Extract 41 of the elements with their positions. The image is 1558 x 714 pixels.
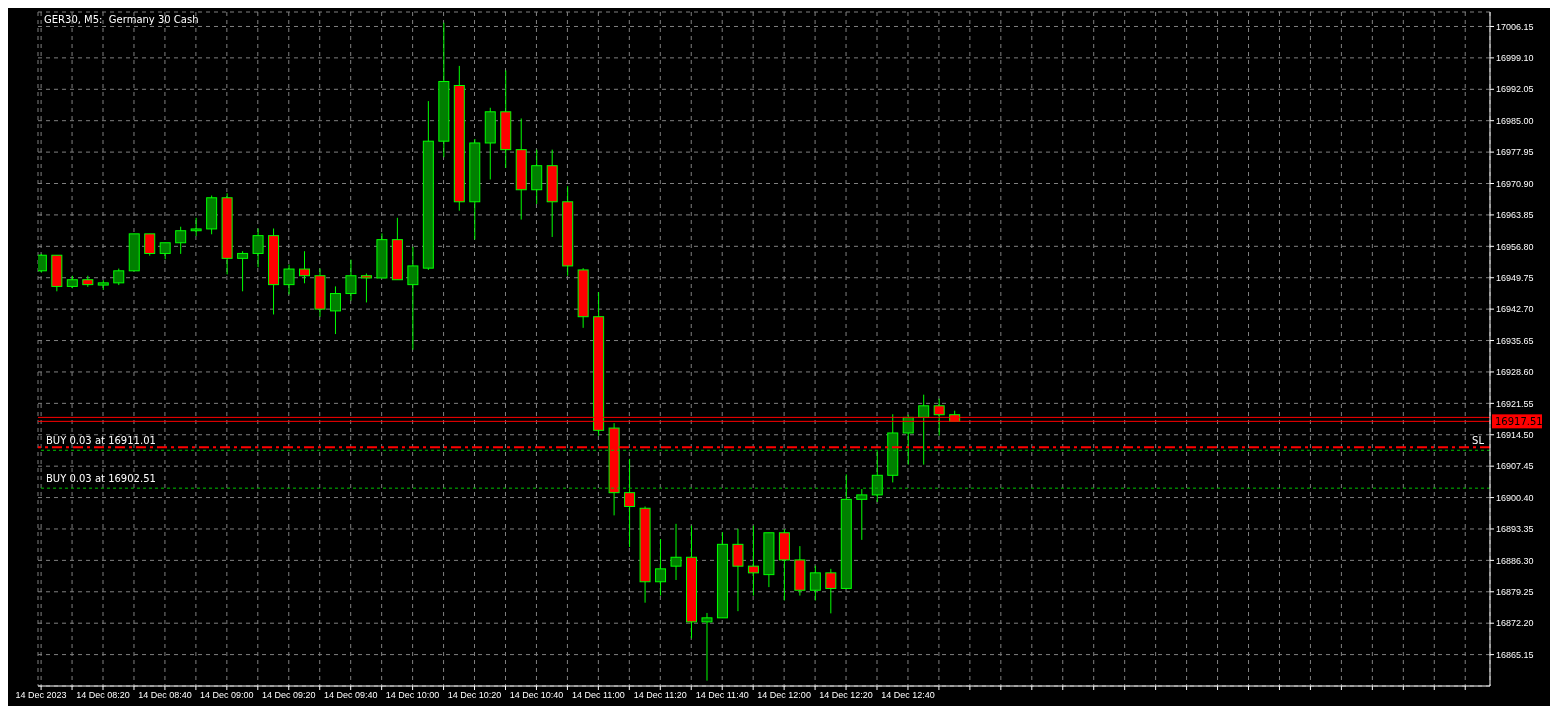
y-tick-label: 16970.90 [1496, 178, 1534, 189]
y-tick-label: 16921.55 [1496, 398, 1534, 409]
x-tick-label: 14 Dec 09:20 [262, 690, 316, 701]
ref-line-label: BUY 0.03 at 16911.01 [46, 435, 156, 447]
y-tick-label: 16928.60 [1496, 367, 1534, 378]
x-tick-label: 14 Dec 11:40 [695, 690, 749, 701]
y-tick-label: 16999.10 [1496, 53, 1534, 64]
x-tick-label: 14 Dec 12:00 [757, 690, 811, 701]
ref-line-label: SL [1472, 435, 1485, 447]
y-tick-label: 16942.70 [1496, 304, 1534, 315]
y-tick-label: 16886.30 [1496, 555, 1534, 566]
y-tick-label: 16872.20 [1496, 618, 1534, 629]
ref-line-label: BUY 0.03 at 16902.51 [46, 473, 156, 485]
y-tick-label: 16900.40 [1496, 492, 1534, 503]
x-tick-label: 14 Dec 08:40 [138, 690, 192, 701]
y-tick-label: 16949.75 [1496, 272, 1534, 283]
x-tick-label: 14 Dec 12:20 [819, 690, 873, 701]
y-tick-label: 16893.35 [1496, 524, 1534, 535]
y-tick-label: 16977.95 [1496, 147, 1534, 158]
x-tick-label: 14 Dec 11:20 [633, 690, 687, 701]
y-tick-label: 16935.65 [1496, 335, 1534, 346]
y-tick-label: 16907.45 [1496, 461, 1534, 472]
y-tick-label: 16985.00 [1496, 115, 1534, 126]
x-tick-label: 14 Dec 12:40 [881, 690, 935, 701]
chart-title: GER30, M5: Germany 30 Cash [44, 14, 199, 25]
x-tick-label: 14 Dec 10:00 [385, 690, 440, 701]
y-tick-label: 16879.25 [1496, 586, 1534, 597]
x-tick-label: 14 Dec 09:00 [200, 690, 254, 701]
y-tick-label: 16956.80 [1496, 241, 1534, 252]
x-tick-label: 14 Dec 10:20 [447, 690, 502, 701]
x-tick-label: 14 Dec 11:00 [571, 690, 625, 701]
x-tick-label: 14 Dec 08:20 [76, 690, 130, 701]
y-tick-label: 16865.15 [1496, 649, 1534, 660]
x-tick-label: 14 Dec 10:40 [509, 690, 564, 701]
x-tick-label: 14 Dec 2023 [15, 690, 67, 701]
y-tick-label: 16914.50 [1496, 429, 1534, 440]
y-tick-label: 17006.15 [1496, 21, 1534, 32]
y-tick-label: 16963.85 [1496, 210, 1534, 221]
x-tick-label: 14 Dec 09:40 [323, 690, 378, 701]
ref-line-label: 16917.51 [1495, 416, 1543, 428]
y-tick-label: 16992.05 [1496, 84, 1534, 95]
